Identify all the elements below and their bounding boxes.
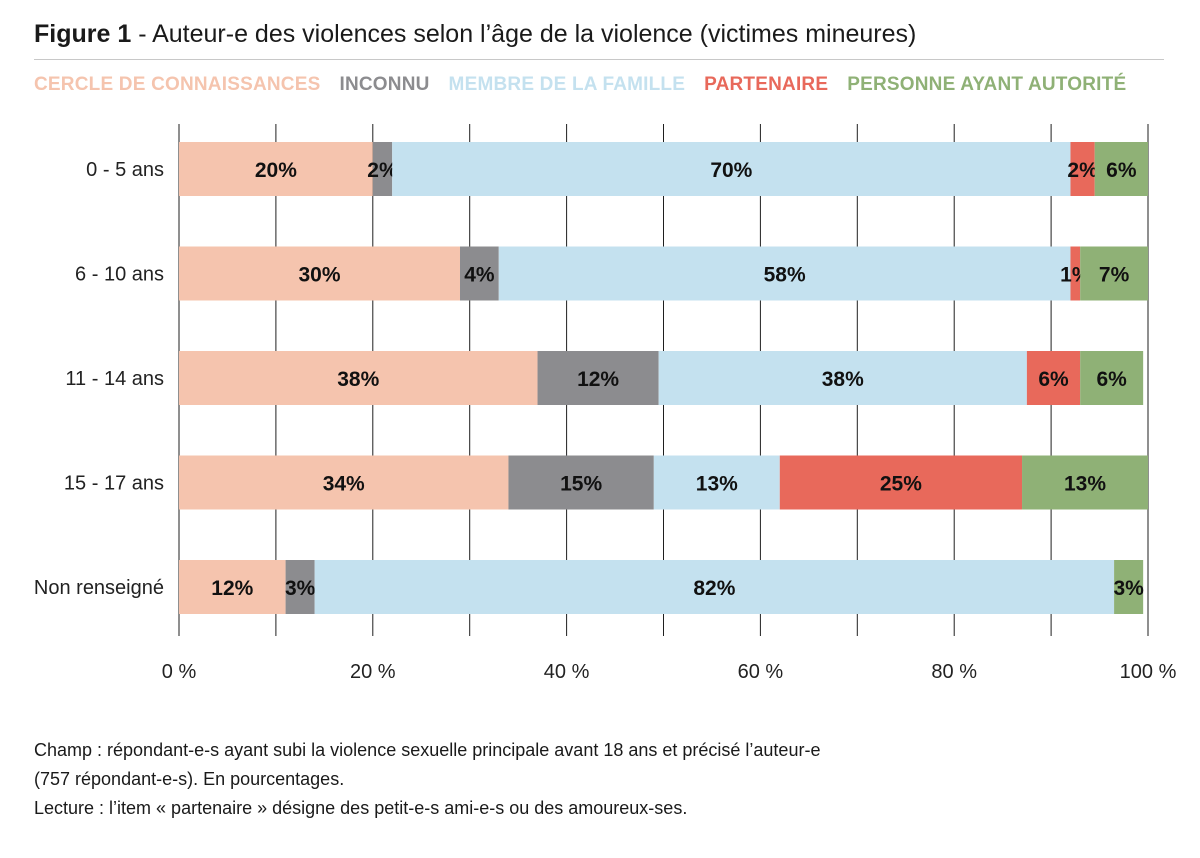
- data-label-3-2: 13%: [696, 473, 738, 496]
- bar-segment-0-2: [392, 142, 1071, 196]
- bar-segment-3-0: [179, 455, 509, 510]
- bar-segment-4-4: [1114, 560, 1144, 614]
- data-label-4-0: 12%: [211, 577, 253, 600]
- data-label-2-2: 38%: [822, 368, 864, 391]
- category-label-2: 11 - 14 ans: [65, 368, 164, 390]
- data-label-3-3: 25%: [880, 473, 922, 496]
- data-label-3-0: 34%: [323, 473, 365, 496]
- note-lecture: Lecture : l’item « partenaire » désigne …: [34, 798, 688, 818]
- bar-segment-3-2: [653, 455, 780, 510]
- data-label-0-0: 20%: [255, 159, 297, 182]
- data-label-1-1: 4%: [464, 264, 495, 287]
- data-label-0-3: 2%: [1067, 159, 1098, 182]
- bar-segment-1-2: [498, 246, 1071, 301]
- data-label-3-4: 13%: [1064, 473, 1106, 496]
- data-label-2-3: 6%: [1038, 368, 1069, 391]
- bar-segment-1-3: [1070, 246, 1081, 301]
- bar-segment-2-4: [1080, 351, 1144, 405]
- note-count: (757 répondant-e-s). En pourcentages.: [34, 769, 345, 789]
- data-label-4-1: 3%: [285, 577, 316, 600]
- chart-notes: Champ : répondant-e-s ayant subi la viol…: [34, 736, 820, 823]
- data-label-0-2: 70%: [710, 159, 752, 182]
- legend-item-3: PARTENAIRE: [704, 74, 829, 95]
- legend-item-4: PERSONNE AYANT AUTORITÉ: [847, 74, 1127, 95]
- legend-item-0: CERCLE DE CONNAISSANCES: [34, 74, 321, 95]
- bar-segment-2-1: [537, 351, 659, 405]
- figure-label: Figure 1: [34, 20, 132, 48]
- legend: CERCLE DE CONNAISSANCES INCONNU MEMBRE DE …: [34, 74, 1145, 96]
- tick-label-1: 20 %: [350, 661, 396, 683]
- bar-segment-4-1: [285, 560, 315, 614]
- bar-segment-3-4: [1022, 455, 1148, 510]
- data-label-0-4: 6%: [1106, 159, 1137, 182]
- category-label-3: 15 - 17 ans: [64, 473, 164, 495]
- tick-label-5: 100 %: [1120, 661, 1177, 683]
- tick-label-0: 0 %: [162, 661, 197, 683]
- bar-segment-4-2: [314, 560, 1115, 614]
- bar-segment-2-0: [179, 351, 538, 405]
- data-label-1-0: 30%: [298, 264, 340, 287]
- bar-segment-1-4: [1080, 246, 1148, 301]
- data-label-3-1: 15%: [560, 473, 602, 496]
- category-label-0: 0 - 5 ans: [86, 159, 164, 181]
- bar-segment-4-0: [179, 560, 286, 614]
- tick-label-3: 60 %: [738, 661, 784, 683]
- data-label-1-4: 7%: [1099, 264, 1130, 287]
- data-label-4-4: 3%: [1113, 577, 1144, 600]
- bar-segment-0-1: [372, 142, 393, 196]
- figure-title: - Auteur-e des violences selon l’âge de …: [138, 20, 917, 48]
- bar-segment-3-1: [508, 455, 654, 510]
- data-label-1-2: 58%: [764, 264, 806, 287]
- bar-segment-1-0: [179, 246, 461, 301]
- tick-label-4: 80 %: [931, 661, 977, 683]
- bar-segment-1-1: [460, 246, 499, 301]
- legend-item-2: MEMBRE DE LA FAMILLE: [448, 74, 686, 95]
- data-label-2-1: 12%: [577, 368, 619, 391]
- data-label-4-2: 82%: [693, 577, 735, 600]
- data-label-2-0: 38%: [337, 368, 379, 391]
- category-label-1: 6 - 10 ans: [75, 264, 164, 286]
- bar-segment-0-4: [1094, 142, 1148, 196]
- bar-segment-0-0: [179, 142, 373, 196]
- bar-segment-2-3: [1026, 351, 1081, 405]
- bar-segment-0-3: [1070, 142, 1095, 196]
- category-label-4: Non renseigné: [34, 577, 164, 599]
- legend-item-1: INCONNU: [339, 74, 430, 95]
- bar-segment-2-2: [658, 351, 1027, 405]
- bar-segment-3-3: [779, 455, 1023, 510]
- chart-title: Figure 1 - Auteur-e des violences selon …: [34, 20, 916, 49]
- title-divider: [34, 59, 1164, 60]
- data-label-0-1: 2%: [367, 159, 398, 182]
- tick-label-2: 40 %: [544, 661, 590, 683]
- data-label-2-4: 6%: [1096, 368, 1127, 391]
- note-champ: Champ : répondant-e-s ayant subi la viol…: [34, 740, 821, 760]
